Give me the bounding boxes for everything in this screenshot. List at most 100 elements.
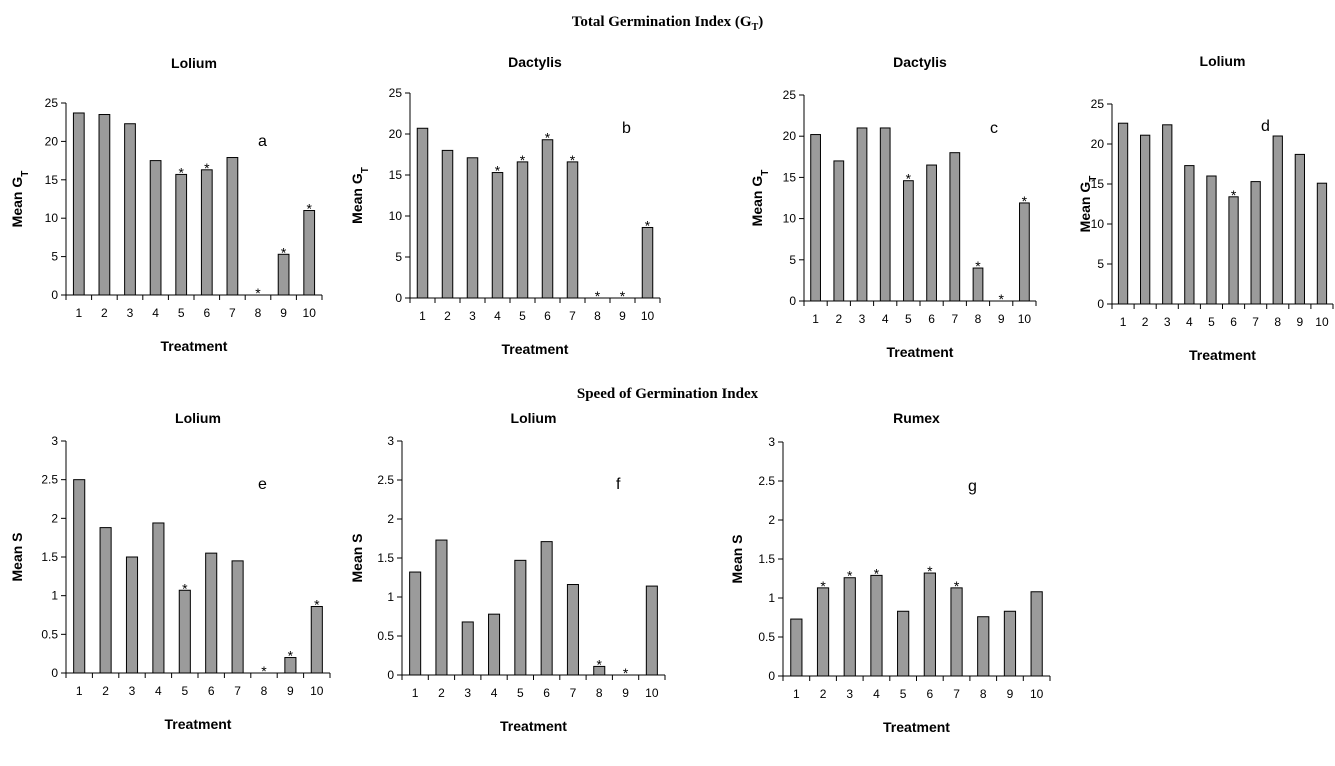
bar (1162, 124, 1173, 305)
panel-label: b (622, 120, 631, 137)
x-tick-label: 9 (998, 312, 1005, 326)
y-tick-label: 0 (387, 668, 394, 682)
chart-title: Dactylis (893, 54, 947, 70)
y-tick-label: 0 (395, 291, 402, 305)
significance-marker: * (545, 130, 551, 146)
y-tick-label: 3 (768, 435, 775, 449)
x-tick-label: 8 (1274, 315, 1281, 329)
bar (514, 559, 527, 676)
bar (856, 127, 868, 302)
chart-panel-c: Dactylis c 0 5 10 15 20 25 1 2 3 4 5 * 6 7 8 * 9 * 10 * Treatm… (749, 54, 1037, 360)
panel-label: a (258, 133, 267, 150)
bar (200, 169, 213, 296)
x-tick-label: 7 (234, 684, 241, 698)
y-axis-label: Mean S (9, 532, 25, 581)
bar (231, 560, 244, 674)
bar (488, 613, 501, 676)
y-axis-label: Mean GT (349, 167, 371, 224)
bar (73, 479, 86, 674)
x-tick-label: 2 (438, 686, 445, 700)
panel-label: g (968, 478, 977, 495)
x-tick-label: 1 (812, 312, 819, 326)
x-tick-label: 7 (570, 686, 577, 700)
y-axis-label: Mean S (349, 533, 365, 582)
bar (310, 605, 323, 674)
x-tick-label: 8 (980, 687, 987, 701)
bar (152, 522, 165, 674)
x-tick-label: 10 (310, 684, 324, 698)
x-tick-label: 1 (76, 684, 83, 698)
x-tick-label: 9 (619, 309, 626, 323)
x-tick-label: 8 (255, 306, 262, 320)
y-tick-label: 1.5 (41, 550, 58, 564)
y-tick-label: 3 (51, 434, 58, 448)
significance-marker: * (281, 244, 287, 260)
bar (178, 589, 191, 674)
bar (566, 584, 579, 676)
bar (950, 587, 963, 677)
x-tick-label: 5 (1208, 315, 1215, 329)
x-tick-label: 5 (519, 309, 526, 323)
y-tick-label: 10 (1091, 217, 1105, 231)
y-tick-label: 5 (395, 250, 402, 264)
chart-panel-f: Lolium f 0 0.5 1 1.5 2 2.5 3 1 2 3 4 5 6 7 8 * 9 * 10 Treatme… (349, 410, 666, 734)
bar (72, 112, 85, 296)
x-axis-label: Treatment (500, 718, 567, 734)
x-tick-label: 9 (287, 684, 294, 698)
chart-title: Dactylis (508, 54, 562, 70)
bar (843, 577, 856, 677)
y-tick-label: 10 (45, 211, 59, 225)
x-tick-label: 8 (975, 312, 982, 326)
bar (1206, 175, 1217, 305)
x-tick-label: 6 (203, 306, 210, 320)
x-tick-label: 1 (75, 306, 82, 320)
x-tick-label: 1 (793, 687, 800, 701)
significance-marker: * (288, 648, 294, 664)
x-tick-label: 10 (645, 686, 659, 700)
chart-panel-b: Dactylis b 0 5 10 15 20 25 1 2 3 4 * 5 * 6 * 7 * 8 * 9 * 10 * Tre… (349, 54, 661, 357)
y-tick-label: 5 (789, 253, 796, 267)
panel-label: f (616, 476, 621, 493)
bar (903, 180, 914, 302)
chart-title: Lolium (511, 410, 557, 426)
bar (149, 160, 162, 296)
bar (897, 610, 910, 677)
y-tick-label: 2 (51, 511, 58, 525)
y-tick-label: 1.5 (758, 552, 775, 566)
y-axis-label: Mean S (729, 534, 745, 583)
y-tick-label: 2.5 (377, 473, 394, 487)
bar (1117, 122, 1129, 305)
top-section-title-text: Total Germination Index (G (571, 14, 752, 30)
bar (949, 152, 961, 302)
significance-marker: * (178, 164, 184, 180)
y-tick-label: 2 (768, 513, 775, 527)
x-tick-label: 6 (928, 312, 935, 326)
x-tick-label: 2 (1142, 315, 1149, 329)
significance-marker: * (998, 291, 1004, 307)
y-tick-label: 20 (1091, 137, 1105, 151)
significance-marker: * (874, 565, 880, 581)
significance-marker: * (623, 665, 629, 681)
significance-marker: * (954, 578, 960, 594)
bar (923, 572, 936, 677)
chart-panel-a: Lolium a 0 5 10 15 20 25 1 2 3 4 5 * 6 * 7 8 * 9 * 10 * Treatme… (9, 55, 323, 354)
x-tick-label: 8 (596, 686, 603, 700)
bar (593, 665, 606, 676)
bar (833, 160, 845, 302)
y-tick-label: 2 (387, 512, 394, 526)
x-tick-label: 5 (905, 312, 912, 326)
y-tick-label: 1 (387, 590, 394, 604)
x-tick-label: 10 (1030, 687, 1044, 701)
bar (99, 527, 112, 674)
x-tick-label: 3 (846, 687, 853, 701)
y-tick-label: 15 (389, 168, 403, 182)
bar (790, 618, 803, 677)
significance-marker: * (520, 152, 526, 168)
x-tick-label: 7 (1252, 315, 1259, 329)
x-axis-label: Treatment (1189, 347, 1256, 363)
y-tick-label: 25 (45, 96, 59, 110)
y-tick-label: 15 (1091, 177, 1105, 191)
x-tick-label: 3 (129, 684, 136, 698)
x-tick-label: 3 (464, 686, 471, 700)
